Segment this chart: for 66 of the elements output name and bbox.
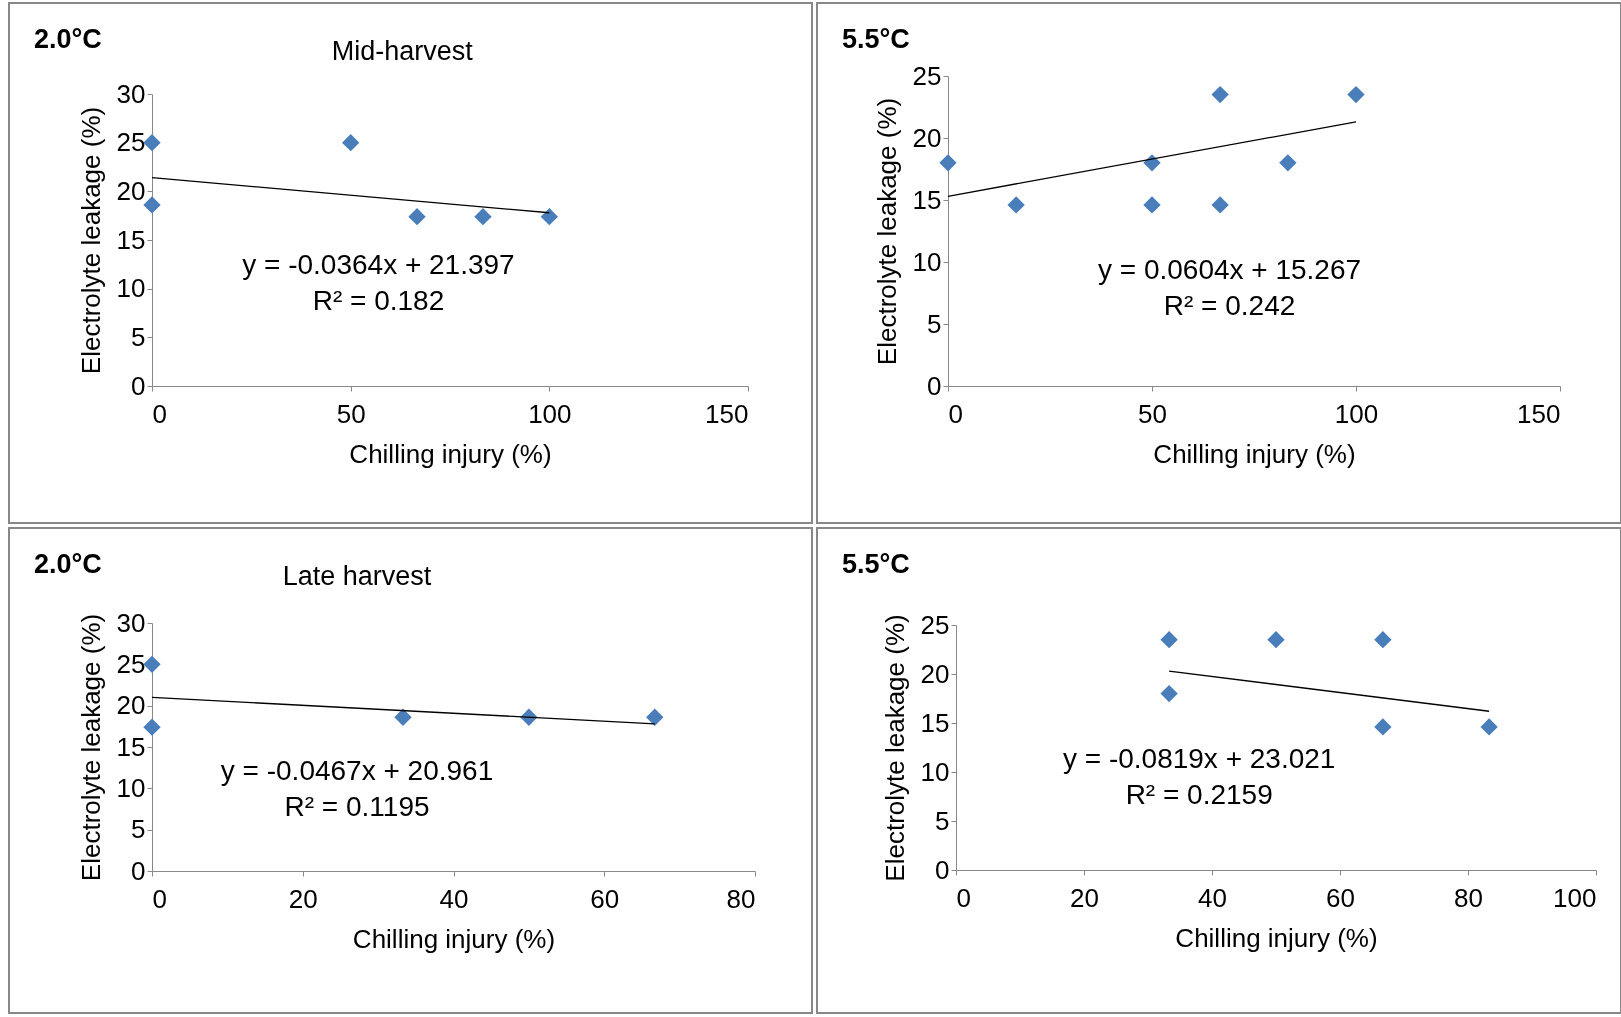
chart-title: 5.5°C <box>842 24 910 55</box>
y-tick-label: 10 <box>912 246 942 277</box>
chart-subtitle: Mid-harvest <box>331 36 473 67</box>
y-tick-label: 0 <box>131 855 146 886</box>
y-tick-label: 25 <box>116 127 146 158</box>
x-axis-title: Chilling injury (%) <box>349 438 552 469</box>
y-axis-title: Electrolyte leakage (%) <box>871 97 902 366</box>
annotation: y = 0.0604x + 15.267 <box>1097 254 1362 286</box>
x-tick-label: 60 <box>1326 882 1355 913</box>
y-tick-label: 0 <box>935 854 950 885</box>
y-tick-label: 10 <box>920 756 950 787</box>
annotation: y = -0.0467x + 20.961 <box>220 754 494 786</box>
y-tick-label: 25 <box>116 648 146 679</box>
x-tick-label: 150 <box>1517 398 1561 429</box>
x-axis-title: Chilling injury (%) <box>352 923 556 954</box>
x-tick-label: 60 <box>590 883 620 914</box>
y-tick-label: 15 <box>116 224 146 255</box>
annotation: R² = 0.2159 <box>1125 778 1273 810</box>
x-tick-label: 0 <box>956 882 971 913</box>
chart-title: 2.0°C <box>34 549 102 580</box>
x-tick-label: 100 <box>1553 882 1597 913</box>
y-tick-label: 30 <box>116 607 146 638</box>
y-tick-label: 15 <box>920 707 950 738</box>
y-tick-label: 25 <box>920 609 950 640</box>
x-tick-label: 80 <box>1454 882 1483 913</box>
y-axis-title: Electrolyte leakage (%) <box>879 614 910 882</box>
x-tick-label: 150 <box>705 398 749 429</box>
y-tick-label: 10 <box>116 273 146 304</box>
y-tick-label: 0 <box>131 370 146 401</box>
x-tick-label: 100 <box>528 398 572 429</box>
annotation: y = -0.0364x + 21.397 <box>242 249 515 281</box>
chart-subtitle: Late harvest <box>282 561 432 592</box>
y-tick-label: 15 <box>912 184 942 215</box>
y-tick-label: 5 <box>927 308 942 339</box>
y-tick-label: 20 <box>116 690 146 721</box>
y-tick-label: 0 <box>927 370 942 401</box>
y-tick-label: 20 <box>920 658 950 689</box>
annotation: y = -0.0819x + 23.021 <box>1062 742 1336 774</box>
chart-title: 5.5°C <box>842 549 910 580</box>
annotation: R² = 0.242 <box>1163 290 1296 322</box>
x-axis-title: Chilling injury (%) <box>1175 922 1378 953</box>
x-tick-label: 20 <box>1070 882 1099 913</box>
x-tick-label: 50 <box>336 398 366 429</box>
y-tick-label: 25 <box>912 60 942 91</box>
x-tick-label: 40 <box>1198 882 1227 913</box>
y-tick-label: 20 <box>912 122 942 153</box>
x-axis-title: Chilling injury (%) <box>1153 438 1356 469</box>
y-tick-label: 30 <box>116 78 146 109</box>
x-tick-label: 20 <box>288 883 318 914</box>
x-tick-label: 0 <box>152 398 167 429</box>
annotation: R² = 0.182 <box>312 285 445 317</box>
chart-title: 2.0°C <box>34 24 102 55</box>
y-tick-label: 5 <box>935 805 950 836</box>
y-axis-title: Electrolyte leakage (%) <box>75 613 106 882</box>
y-tick-label: 15 <box>116 731 146 762</box>
y-tick-label: 5 <box>131 321 146 352</box>
y-tick-label: 10 <box>116 772 146 803</box>
x-tick-label: 50 <box>1138 398 1167 429</box>
x-tick-label: 100 <box>1334 398 1379 429</box>
annotation: R² = 0.1195 <box>284 790 430 822</box>
x-tick-label: 40 <box>439 883 469 914</box>
y-axis-title: Electrolyte leakage (%) <box>75 106 106 375</box>
y-tick-label: 5 <box>131 814 146 845</box>
x-tick-label: 0 <box>152 883 167 914</box>
y-tick-label: 20 <box>116 175 146 206</box>
x-tick-label: 80 <box>726 883 756 914</box>
